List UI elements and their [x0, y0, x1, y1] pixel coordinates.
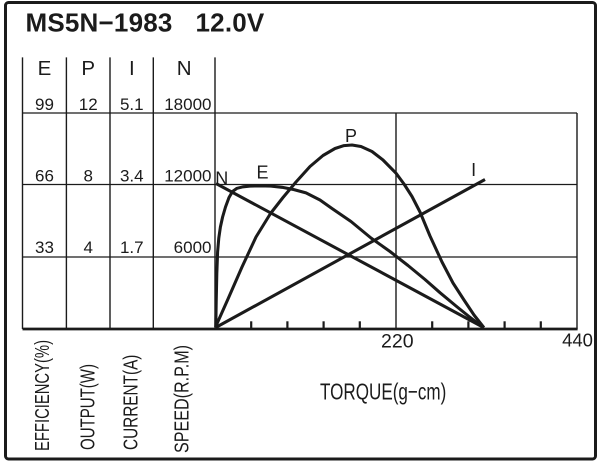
svg-text:E: E	[38, 57, 52, 80]
svg-text:6000: 6000	[174, 238, 212, 257]
svg-text:MS5N−1983: MS5N−1983	[26, 8, 173, 38]
svg-text:1.7: 1.7	[120, 238, 144, 257]
svg-text:SPEED(R.P.M): SPEED(R.P.M)	[172, 345, 194, 453]
svg-text:5.1: 5.1	[120, 95, 144, 114]
svg-text:12000: 12000	[164, 167, 211, 186]
svg-text:440: 440	[562, 330, 593, 351]
svg-text:CURRENT(A): CURRENT(A)	[121, 355, 143, 450]
svg-text:4: 4	[83, 238, 92, 257]
svg-text:33: 33	[35, 238, 54, 257]
svg-text:I: I	[129, 57, 135, 80]
svg-text:12: 12	[79, 95, 98, 114]
svg-text:I: I	[471, 160, 476, 180]
svg-text:EFFICIENCY(%): EFFICIENCY(%)	[32, 340, 54, 451]
svg-text:12.0V: 12.0V	[196, 8, 265, 38]
svg-text:N: N	[177, 57, 192, 80]
svg-text:220: 220	[381, 331, 414, 353]
svg-text:TORQUE(g−cm): TORQUE(g−cm)	[320, 379, 446, 405]
svg-text:99: 99	[35, 95, 54, 114]
svg-text:P: P	[81, 57, 95, 80]
svg-text:8: 8	[83, 167, 92, 186]
svg-text:E: E	[256, 163, 268, 183]
svg-text:3.4: 3.4	[120, 167, 144, 186]
svg-text:66: 66	[35, 167, 54, 186]
svg-text:P: P	[345, 126, 357, 146]
svg-text:OUTPUT(W): OUTPUT(W)	[78, 364, 100, 450]
svg-text:N: N	[215, 169, 228, 189]
svg-text:18000: 18000	[164, 95, 211, 114]
